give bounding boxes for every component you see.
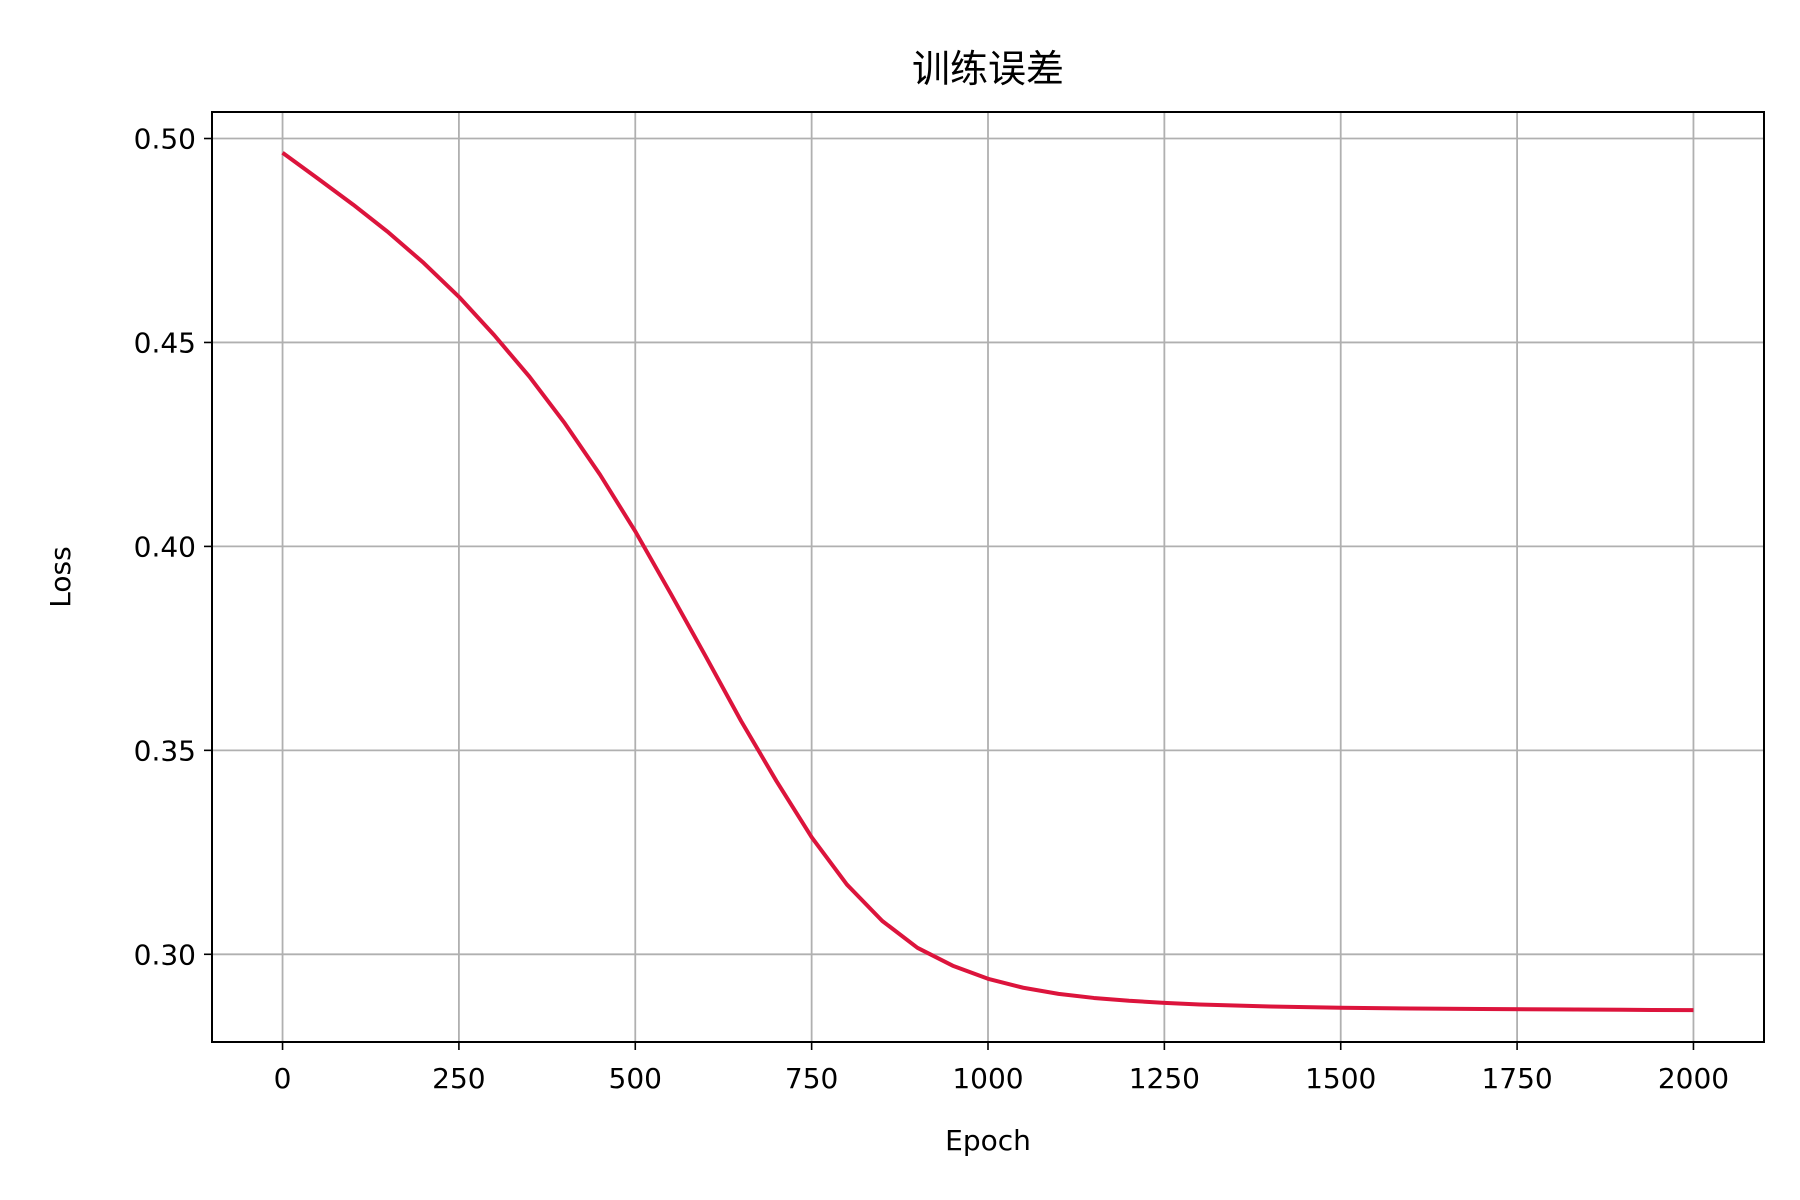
x-tick-label: 750 — [785, 1062, 838, 1095]
x-tick-label: 1750 — [1481, 1062, 1552, 1095]
y-tick-label: 0.50 — [134, 123, 196, 156]
x-tick-label: 1000 — [952, 1062, 1023, 1095]
y-axis-label: Loss — [44, 546, 77, 607]
x-tick-label: 2000 — [1658, 1062, 1729, 1095]
x-axis: 0 250 500 750 1000 1250 1500 1750 2000 — [274, 1042, 1729, 1095]
y-axis: 0.30 0.35 0.40 0.45 0.50 — [134, 123, 212, 971]
chart-title: 训练误差 — [912, 47, 1064, 91]
grid — [212, 112, 1764, 1042]
y-tick-label: 0.30 — [134, 938, 196, 971]
y-tick-label: 0.45 — [134, 326, 196, 359]
x-tick-label: 1250 — [1129, 1062, 1200, 1095]
x-tick-label: 250 — [432, 1062, 485, 1095]
x-tick-label: 1500 — [1305, 1062, 1376, 1095]
x-tick-label: 500 — [609, 1062, 662, 1095]
x-tick-label: 0 — [274, 1062, 292, 1095]
y-tick-label: 0.40 — [134, 530, 196, 563]
y-tick-label: 0.35 — [134, 734, 196, 767]
x-axis-label: Epoch — [945, 1124, 1031, 1157]
loss-line — [281, 151, 1694, 1013]
series-layer — [281, 151, 1694, 1013]
